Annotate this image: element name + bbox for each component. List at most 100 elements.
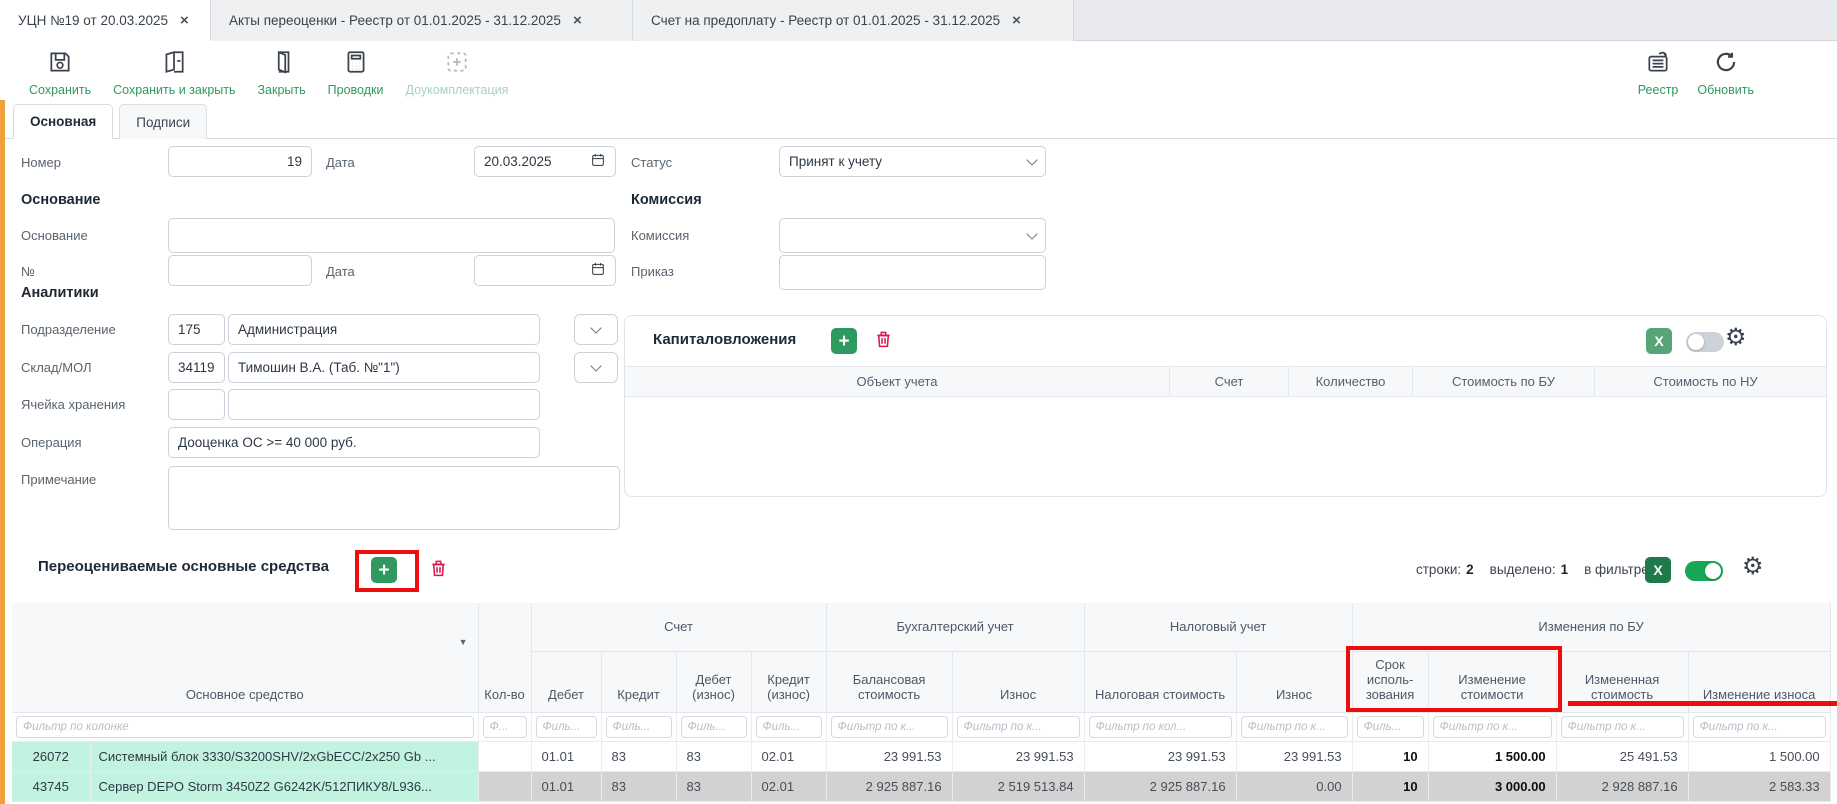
basis-date-field[interactable] [474,255,616,286]
capital-add-button[interactable]: + [831,328,857,354]
doc-tab-label: Счет на предоплату - Реестр от 01.01.202… [651,13,1001,28]
save-button[interactable]: Сохранить [29,49,91,97]
col-credit[interactable]: Кредит [601,651,677,713]
filter-credit-dep-input[interactable] [755,715,822,738]
close-button[interactable]: Закрыть [258,49,306,97]
tab-signatures[interactable]: Подписи [119,104,208,139]
col-changed-cost[interactable]: Измененная стоимость [1556,651,1689,713]
close-icon[interactable]: × [1012,12,1021,29]
commission-select[interactable] [779,218,1046,253]
warehouse-value-field[interactable]: Тимошин В.А. (Таб. №"1") [228,352,540,383]
filter-qty-input[interactable] [482,715,527,738]
assets-delete-button[interactable] [426,557,450,583]
doc-tab-acts-registry[interactable]: Акты переоценки - Реестр от 01.01.2025 -… [211,0,633,41]
col-cost-change[interactable]: Изменение стоимости [1428,651,1557,713]
formtab-divider [0,138,1837,139]
tab-main[interactable]: Основная [13,104,114,139]
chevron-down-icon [1026,153,1038,166]
assets-filter-toggle[interactable] [1685,561,1723,581]
filter-wear-bu-input[interactable] [956,715,1080,738]
postings-label: Проводки [327,83,384,97]
capital-col-cost-nu[interactable]: Стоимость по НУ [1653,374,1758,389]
filter-wear-nu-input[interactable] [1240,715,1348,738]
filter-debit-input[interactable] [535,715,597,738]
col-use-term[interactable]: Срок исполь-зования [1352,651,1429,713]
col-asset[interactable]: Основное средство ▼ [12,603,479,713]
assets-excel-button[interactable]: X [1645,557,1671,583]
note-textarea[interactable] [168,466,620,530]
filter-debit-dep-input[interactable] [680,715,747,738]
capital-col-quantity[interactable]: Количество [1289,367,1413,396]
col-wear-nu[interactable]: Износ [1236,651,1353,713]
calculator-icon [343,49,369,80]
basis-label: Основание [21,228,88,243]
commission-label: Комиссия [631,228,690,243]
number-field[interactable]: 19 [168,146,312,177]
capital-filter-toggle[interactable] [1686,332,1724,352]
col-credit-dep[interactable]: Кредит (износ) [751,651,827,713]
filter-credit-input[interactable] [605,715,672,738]
filter-changed-cost-input[interactable] [1560,715,1684,738]
postings-button[interactable]: Проводки [327,49,384,97]
filter-wear-change-input[interactable] [1692,715,1826,738]
filter-row [12,712,1831,742]
col-qty[interactable]: Кол-во [478,603,532,713]
filter-tax-input[interactable] [1088,715,1232,738]
selected-count: выделено: 1 [1489,562,1569,577]
calendar-icon[interactable] [590,261,606,280]
close-icon[interactable]: × [572,12,582,29]
basis-date-label: Дата [326,264,355,279]
save-and-close-button[interactable]: Сохранить и закрыть [113,49,236,97]
filter-term-input[interactable] [1356,715,1424,738]
capital-col-object[interactable]: Объект учета [625,367,1170,396]
calendar-icon[interactable] [590,152,606,171]
basis-no-label: № [21,264,35,279]
warehouse-picker-button[interactable] [574,352,618,383]
capital-delete-button[interactable] [871,328,895,354]
col-wear-bu[interactable]: Износ [952,651,1085,713]
group-changes-bu: Изменения по БУ [1352,603,1831,652]
assets-add-button[interactable]: + [371,557,397,583]
registry-button[interactable]: Реестр [1638,49,1678,97]
order-label: Приказ [631,264,674,279]
filter-balance-input[interactable] [830,715,948,738]
department-code-field[interactable] [168,314,225,345]
recomplete-button: Доукомплектация [405,49,508,97]
operation-select[interactable]: Дооценка ОС >= 40 000 руб. [168,427,540,458]
department-value-field[interactable]: Администрация [228,314,540,345]
filter-asset-input[interactable] [16,715,474,738]
assets-gear-icon[interactable]: ⚙ [1742,553,1764,580]
capital-col-account[interactable]: Счет [1170,367,1289,396]
department-picker-button[interactable] [574,314,618,345]
col-wear-change[interactable]: Изменение износа [1688,651,1831,713]
storage-cell-value-field[interactable] [228,389,540,420]
doc-tab-ucn[interactable]: УЦН №19 от 20.03.2025 × [0,0,211,41]
storage-cell-code-field[interactable] [168,389,225,420]
save-and-close-icon [161,49,187,80]
close-icon[interactable]: × [180,11,189,29]
basis-field[interactable] [168,218,615,253]
col-debit-dep[interactable]: Дебет (износ) [676,651,752,713]
refresh-button[interactable]: Обновить [1697,49,1754,97]
filter-cost-change-input[interactable] [1432,715,1552,738]
capital-investments-panel: Капиталовложения + X ⚙ Объект учета Счет… [624,315,1827,497]
trash-icon [873,327,894,355]
operation-label: Операция [21,435,82,450]
col-debit[interactable]: Дебет [531,651,602,713]
table-row[interactable]: 26072 Системный блок 3330/S3200SHV/2xGbE… [12,741,1831,772]
date-field[interactable]: 20.03.2025 [474,146,616,177]
capital-col-cost-bu[interactable]: Стоимость по БУ [1413,367,1595,396]
table-row-selected[interactable]: 43745 Сервер DEPO Storm 3450Z2 G6242K/51… [12,771,1831,802]
order-field[interactable] [779,255,1046,290]
status-select[interactable]: Принят к учету [779,146,1046,177]
capital-table-header: Объект учета Счет Количество Стоимость п… [625,366,1826,397]
warehouse-code-field[interactable] [168,352,225,383]
capital-gear-icon[interactable]: ⚙ [1725,324,1747,351]
basis-no-field[interactable] [168,255,312,286]
capital-excel-button[interactable]: X [1646,328,1672,354]
doc-tab-invoice-registry[interactable]: Счет на предоплату - Реестр от 01.01.202… [633,0,1074,41]
col-tax-cost[interactable]: Налоговая стоимость [1084,651,1237,713]
dashed-plus-icon [444,49,470,80]
number-label: Номер [21,155,62,170]
col-balance-cost[interactable]: Балансовая стоимость [826,651,953,713]
